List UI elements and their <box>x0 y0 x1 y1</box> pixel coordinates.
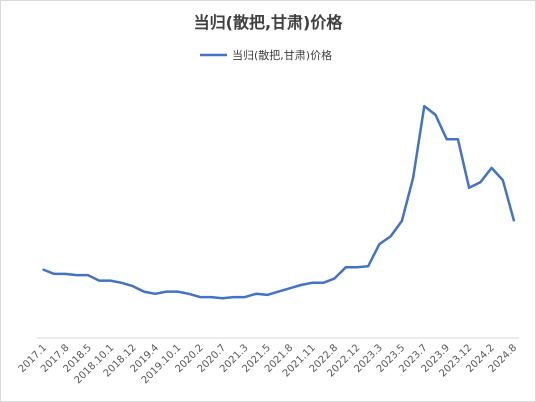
data-point <box>120 282 123 284</box>
legend-label: 当归(散把,甘肃)价格 <box>232 48 332 62</box>
data-point <box>221 297 224 300</box>
data-point <box>165 290 168 293</box>
data-point <box>502 179 504 181</box>
data-point <box>288 287 291 290</box>
data-point <box>479 181 482 184</box>
data-point <box>345 266 347 269</box>
data-point <box>87 274 89 276</box>
data-point <box>300 284 302 286</box>
data-point <box>109 279 112 282</box>
data-point <box>434 114 437 116</box>
data-point <box>75 274 78 276</box>
data-point <box>255 293 257 295</box>
data-point <box>266 294 269 296</box>
data-point <box>176 290 179 293</box>
data-point <box>98 279 100 282</box>
data-point <box>277 290 280 293</box>
data-point <box>457 138 459 140</box>
data-point <box>131 285 134 287</box>
data-point <box>389 235 392 238</box>
data-point <box>210 296 212 298</box>
data-point <box>412 177 414 179</box>
data-point <box>468 187 470 189</box>
data-point <box>423 105 426 107</box>
data-point <box>244 296 246 298</box>
data-point <box>513 220 515 222</box>
data-point <box>378 243 381 245</box>
data-point <box>53 273 55 275</box>
data-point <box>445 138 448 140</box>
data-point <box>322 282 325 284</box>
data-point <box>143 290 145 293</box>
chart-title: 当归(散把,甘肃)价格 <box>194 13 344 32</box>
data-point <box>356 266 358 269</box>
data-point <box>490 167 493 169</box>
data-point <box>42 268 44 271</box>
series-line <box>42 104 516 300</box>
data-point <box>154 293 156 295</box>
data-point <box>64 273 67 275</box>
data-point <box>232 296 235 298</box>
data-point <box>188 293 190 295</box>
data-point <box>199 296 201 298</box>
data-point <box>333 277 336 280</box>
legend: 当归(散把,甘肃)价格 <box>200 48 332 62</box>
data-point <box>311 282 313 284</box>
data-point <box>401 220 403 222</box>
data-point <box>367 265 370 268</box>
